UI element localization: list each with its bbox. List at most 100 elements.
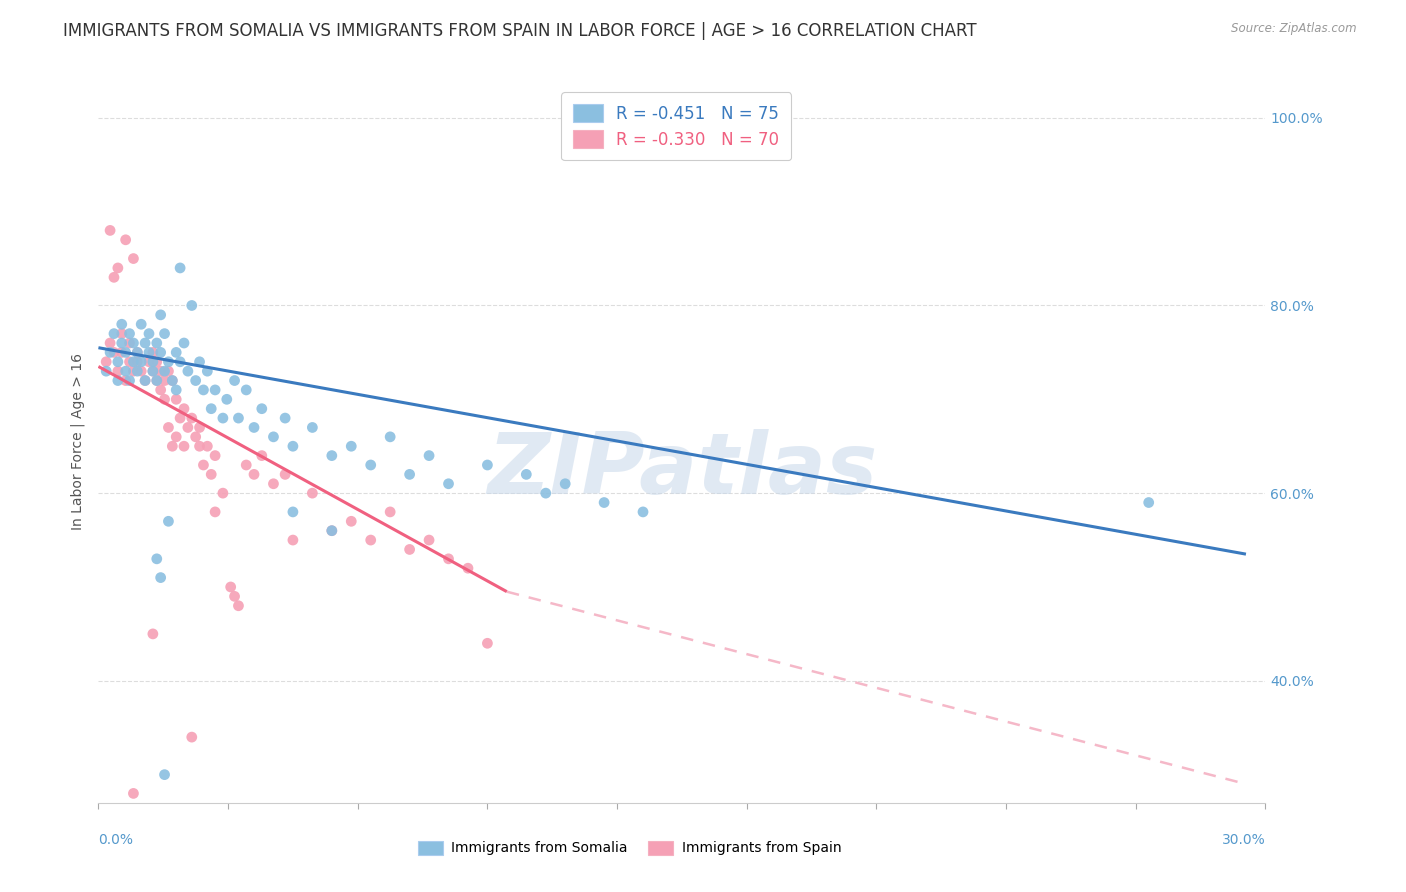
Point — [418, 449, 440, 463]
Point — [224, 374, 246, 388]
Point — [127, 345, 149, 359]
Point — [177, 364, 200, 378]
Point — [127, 345, 149, 359]
Point — [200, 467, 222, 482]
Point — [153, 326, 176, 341]
Text: 30.0%: 30.0% — [1222, 833, 1265, 847]
Point — [165, 383, 187, 397]
Point — [138, 326, 160, 341]
Point — [149, 308, 172, 322]
Point — [515, 467, 537, 482]
Point — [129, 355, 152, 369]
Point — [418, 533, 440, 547]
Point — [142, 355, 165, 369]
Text: 0.0%: 0.0% — [98, 833, 134, 847]
Point — [281, 505, 304, 519]
Point — [142, 345, 165, 359]
Point — [1137, 495, 1160, 509]
Point — [212, 486, 235, 500]
Point — [96, 364, 118, 378]
Point — [169, 260, 191, 275]
Point — [149, 383, 172, 397]
Point — [122, 786, 145, 800]
Point — [107, 374, 129, 388]
Point — [146, 551, 169, 566]
Point — [114, 345, 136, 359]
Point — [157, 364, 180, 378]
Point — [437, 476, 460, 491]
Point — [195, 439, 218, 453]
Point — [301, 420, 323, 434]
Point — [118, 355, 141, 369]
Point — [534, 486, 557, 500]
Point — [200, 401, 222, 416]
Point — [188, 439, 211, 453]
Point — [111, 336, 134, 351]
Point — [98, 223, 121, 237]
Point — [153, 767, 176, 781]
Point — [107, 364, 129, 378]
Point — [593, 495, 616, 509]
Point — [122, 364, 145, 378]
Point — [98, 345, 121, 359]
Point — [98, 336, 121, 351]
Point — [398, 467, 420, 482]
Point — [96, 355, 118, 369]
Point — [180, 730, 202, 744]
Point — [114, 374, 136, 388]
Point — [228, 599, 250, 613]
Point — [134, 336, 156, 351]
Point — [193, 458, 215, 472]
Point — [228, 411, 250, 425]
Text: Source: ZipAtlas.com: Source: ZipAtlas.com — [1232, 22, 1357, 36]
Point — [219, 580, 242, 594]
Point — [188, 420, 211, 434]
Point — [173, 439, 195, 453]
Point — [235, 383, 257, 397]
Point — [224, 590, 246, 604]
Point — [127, 364, 149, 378]
Point — [153, 374, 176, 388]
Point — [169, 355, 191, 369]
Point — [204, 505, 226, 519]
Point — [157, 514, 180, 528]
Point — [122, 336, 145, 351]
Point — [195, 364, 218, 378]
Point — [118, 326, 141, 341]
Point — [129, 318, 152, 332]
Point — [250, 449, 273, 463]
Point — [173, 336, 195, 351]
Point — [111, 345, 134, 359]
Point — [162, 374, 184, 388]
Legend: Immigrants from Somalia, Immigrants from Spain: Immigrants from Somalia, Immigrants from… — [412, 835, 846, 861]
Point — [162, 374, 184, 388]
Point — [184, 430, 207, 444]
Point — [274, 411, 297, 425]
Point — [142, 364, 165, 378]
Point — [243, 420, 266, 434]
Point — [157, 355, 180, 369]
Point — [204, 449, 226, 463]
Point — [173, 401, 195, 416]
Point — [180, 298, 202, 312]
Point — [243, 467, 266, 482]
Point — [146, 374, 169, 388]
Point — [146, 355, 169, 369]
Point — [177, 420, 200, 434]
Point — [380, 505, 402, 519]
Point — [188, 355, 211, 369]
Point — [146, 374, 169, 388]
Point — [129, 364, 152, 378]
Point — [321, 449, 343, 463]
Point — [212, 411, 235, 425]
Point — [180, 411, 202, 425]
Point — [477, 636, 499, 650]
Point — [360, 458, 382, 472]
Y-axis label: In Labor Force | Age > 16: In Labor Force | Age > 16 — [70, 353, 84, 530]
Point — [321, 524, 343, 538]
Point — [477, 458, 499, 472]
Point — [165, 345, 187, 359]
Point — [165, 430, 187, 444]
Point — [153, 364, 176, 378]
Point — [142, 627, 165, 641]
